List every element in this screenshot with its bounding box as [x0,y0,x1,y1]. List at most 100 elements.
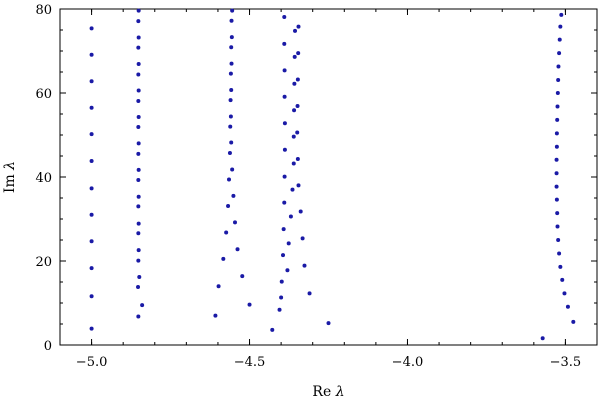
data-point [136,141,141,146]
data-point [282,200,287,205]
data-point [326,321,331,326]
plot-frame [59,8,598,346]
data-point [554,184,559,189]
data-point [554,157,559,162]
data-point [136,204,141,209]
data-point [136,258,141,263]
data-point [288,214,293,219]
data-point [557,251,562,256]
data-point [228,71,233,76]
data-point [136,62,141,67]
data-point [136,19,141,24]
data-point [89,186,94,191]
data-point [137,274,142,279]
data-point [292,108,297,113]
data-point [231,193,236,198]
data-point [556,64,561,69]
data-point [555,224,560,229]
data-point [136,167,141,172]
x-axis-title-symbol: λ [335,384,345,400]
data-point [136,194,141,199]
data-point [556,77,561,82]
points-layer [89,8,576,341]
data-point [229,88,234,93]
data-point [89,239,94,244]
data-point [291,161,296,166]
data-point [279,295,284,300]
y-tick-label: 60 [35,87,52,102]
x-tick-label: −4.5 [234,355,266,370]
data-point [295,104,300,109]
data-point [281,253,286,258]
data-point [293,28,298,33]
data-point [296,51,301,56]
data-point [230,8,235,13]
data-point [229,18,234,23]
data-point [295,77,300,82]
data-point [292,54,297,59]
data-point [555,91,560,95]
data-point [291,134,296,139]
data-point [282,121,287,126]
data-point [556,238,561,242]
data-point [136,45,141,50]
data-point [136,248,141,253]
y-axis-title-text: Im [2,170,18,193]
data-point [228,124,233,129]
data-point [554,171,559,176]
data-point [89,105,94,110]
data-point [300,236,305,241]
data-point [557,37,562,42]
data-point [565,304,570,309]
data-point [226,203,231,208]
data-point [89,294,94,299]
data-point [229,140,234,145]
data-point [89,26,94,31]
data-point [136,88,141,93]
data-point [560,277,565,282]
data-point [140,303,145,308]
data-point [282,68,287,73]
data-point [557,51,562,56]
data-point [89,326,94,331]
data-point [307,291,312,296]
data-point [559,12,564,17]
data-point [282,41,287,46]
y-axis-title-symbol: λ [2,161,18,171]
data-point [562,291,567,296]
y-tick-label: 80 [35,3,52,18]
data-point [558,24,563,29]
ticks-layer: −5.0 −4.5 −4.0 −3.5 0 20 40 60 80 [35,3,597,370]
data-point [240,274,245,279]
data-point [555,211,560,216]
data-point [277,307,282,312]
data-point [555,117,560,122]
y-tick-label: 40 [35,171,52,186]
data-point [282,174,287,179]
data-point [89,266,94,271]
data-point [136,285,141,290]
data-point [282,94,287,99]
x-axis-title: Re λ [312,384,344,400]
data-point [290,187,295,192]
data-point [136,72,141,77]
y-axis-title: Im λ [2,161,18,193]
data-point [216,284,221,289]
data-point [555,104,560,109]
data-point [286,241,291,246]
data-point [281,227,286,232]
data-point [89,132,94,137]
data-point [558,264,563,269]
data-point [136,98,141,103]
y-tick-label: 20 [35,255,52,270]
data-point [226,177,231,182]
data-point [229,45,234,50]
data-point [224,230,229,235]
data-point [247,302,252,307]
data-point [136,151,141,156]
data-point [554,197,559,202]
data-point [136,125,141,130]
data-point [136,114,141,119]
data-point [285,268,290,273]
